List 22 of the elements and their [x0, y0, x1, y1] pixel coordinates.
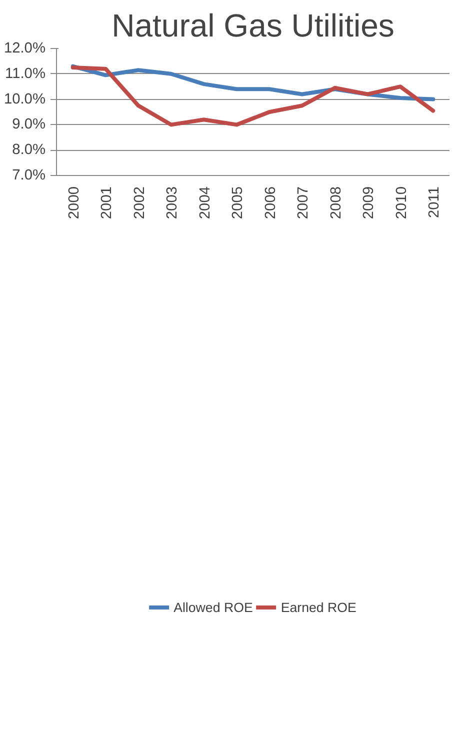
y-tick-label: 12.0% — [4, 40, 46, 56]
x-tick-label: 2007 — [296, 186, 312, 220]
x-tick-label: 2005 — [230, 186, 246, 220]
legend-label: Allowed ROE — [174, 600, 253, 614]
x-tick-label: 2010 — [394, 186, 410, 220]
x-tick-label: 2006 — [262, 186, 279, 220]
x-tick-label: 2011 — [426, 186, 443, 218]
x-tick-label: 2000 — [66, 186, 82, 220]
x-tick-label: 2002 — [132, 186, 148, 220]
y-tick-label: 8.0% — [12, 142, 46, 158]
chart-title: Natural Gas Utilities — [112, 8, 394, 44]
y-tick-label: 11.0% — [5, 66, 46, 82]
x-tick-label: 2001 — [99, 186, 116, 220]
y-tick-label: 7.0% — [12, 168, 46, 184]
legend-label: Earned ROE — [280, 600, 356, 614]
y-tick-label: 9.0% — [12, 116, 46, 133]
x-tick-label: 2004 — [197, 186, 214, 220]
line-series — [70, 66, 436, 127]
x-tick-label: 2009 — [361, 186, 378, 220]
y-tick-label: 10.0% — [4, 91, 46, 108]
x-tick-label: 2003 — [164, 186, 181, 220]
x-tick-label: 2008 — [328, 186, 344, 220]
